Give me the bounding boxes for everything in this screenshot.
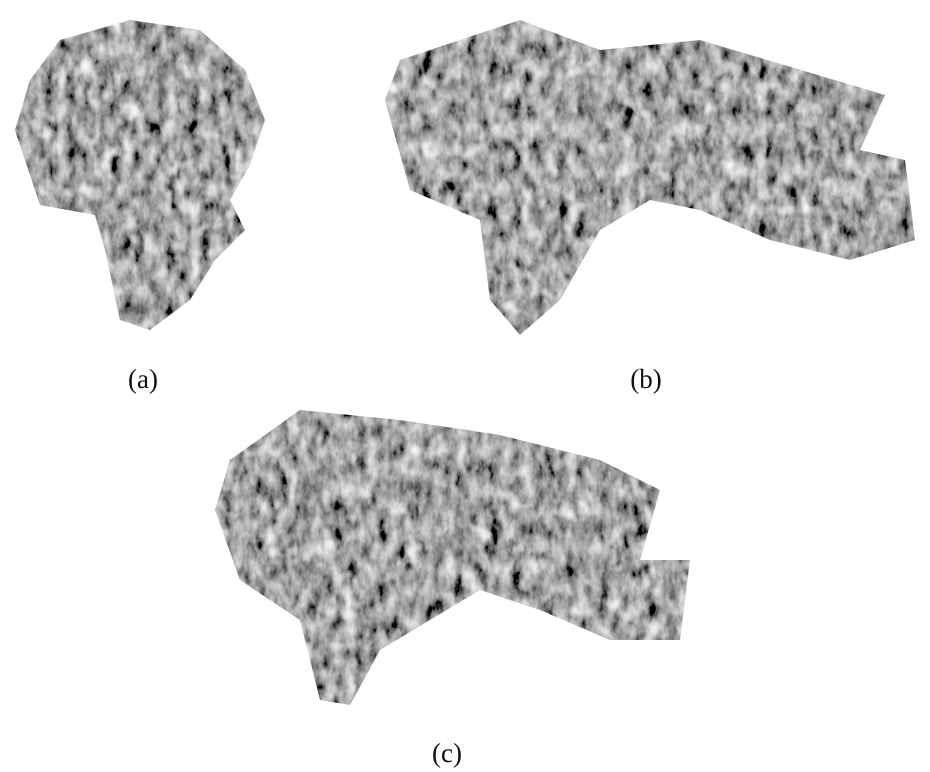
panel-label: (a) [128,364,158,394]
reconstruction-a [15,20,265,330]
reconstruction-b [385,20,915,335]
reconstruction-c [215,410,690,705]
page: (a) (b) (c) (() => { const data = JSON.p… [0,0,930,772]
panel-label: (c) [432,738,462,768]
figure: (a) (b) (c) [0,0,930,772]
panel-label: (b) [630,364,661,394]
